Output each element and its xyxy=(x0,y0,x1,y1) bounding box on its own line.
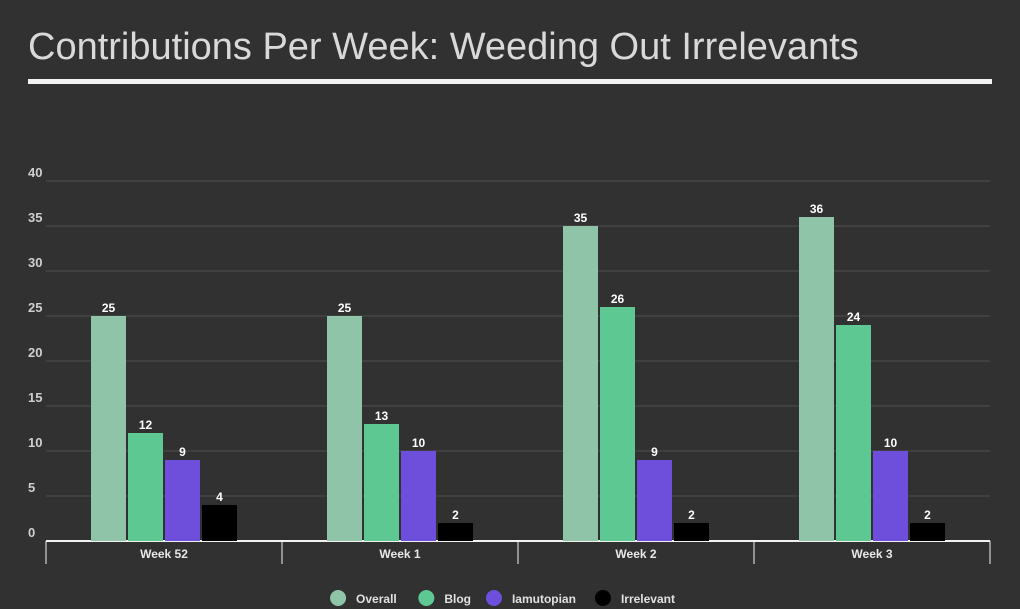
bar xyxy=(600,307,635,541)
x-tick-label: Week 2 xyxy=(615,547,656,561)
bar xyxy=(128,433,163,541)
x-tick-label: Week 3 xyxy=(851,547,892,561)
legend-label: Overall xyxy=(356,592,397,606)
y-tick-label: 10 xyxy=(28,435,42,450)
data-label: 36 xyxy=(810,202,824,216)
data-label: 10 xyxy=(412,436,426,450)
bar xyxy=(637,460,672,541)
data-label: 4 xyxy=(216,490,223,504)
data-label: 25 xyxy=(338,301,352,315)
bar xyxy=(364,424,399,541)
y-tick-label: 15 xyxy=(28,390,42,405)
bar xyxy=(202,505,237,541)
legend-marker xyxy=(330,590,347,606)
x-tick-label: Week 52 xyxy=(140,547,188,561)
data-label: 2 xyxy=(924,508,931,522)
legend-label: Irrelevant xyxy=(621,592,675,606)
data-label: 25 xyxy=(102,301,116,315)
legend-label: Blog xyxy=(444,592,471,606)
legend-marker xyxy=(485,590,502,606)
legend-marker xyxy=(418,590,435,606)
chart-title: Contributions Per Week: Weeding Out Irre… xyxy=(28,26,859,68)
data-label: 26 xyxy=(611,292,625,306)
data-label: 35 xyxy=(574,211,588,225)
y-tick-label: 0 xyxy=(28,525,35,540)
data-label: 9 xyxy=(651,445,658,459)
bar xyxy=(799,217,834,541)
bar xyxy=(563,226,598,541)
data-label: 9 xyxy=(179,445,186,459)
x-tick-label: Week 1 xyxy=(379,547,420,561)
data-label: 2 xyxy=(452,508,459,522)
bar xyxy=(873,451,908,541)
bar xyxy=(836,325,871,541)
bar xyxy=(91,316,126,541)
bar xyxy=(327,316,362,541)
bar xyxy=(910,523,945,541)
bar xyxy=(674,523,709,541)
title-underline xyxy=(28,79,992,84)
y-tick-label: 25 xyxy=(28,300,42,315)
y-tick-label: 40 xyxy=(28,165,42,180)
bar xyxy=(438,523,473,541)
legend-label: Iamutopian xyxy=(512,592,576,606)
y-tick-label: 35 xyxy=(28,210,42,225)
data-label: 24 xyxy=(847,310,861,324)
y-tick-label: 30 xyxy=(28,255,42,270)
legend-marker xyxy=(594,590,611,606)
data-label: 12 xyxy=(139,418,153,432)
y-tick-label: 20 xyxy=(28,345,42,360)
data-label: 2 xyxy=(688,508,695,522)
bar xyxy=(165,460,200,541)
data-label: 10 xyxy=(884,436,898,450)
data-label: 13 xyxy=(375,409,389,423)
bar xyxy=(401,451,436,541)
y-tick-label: 5 xyxy=(28,480,35,495)
